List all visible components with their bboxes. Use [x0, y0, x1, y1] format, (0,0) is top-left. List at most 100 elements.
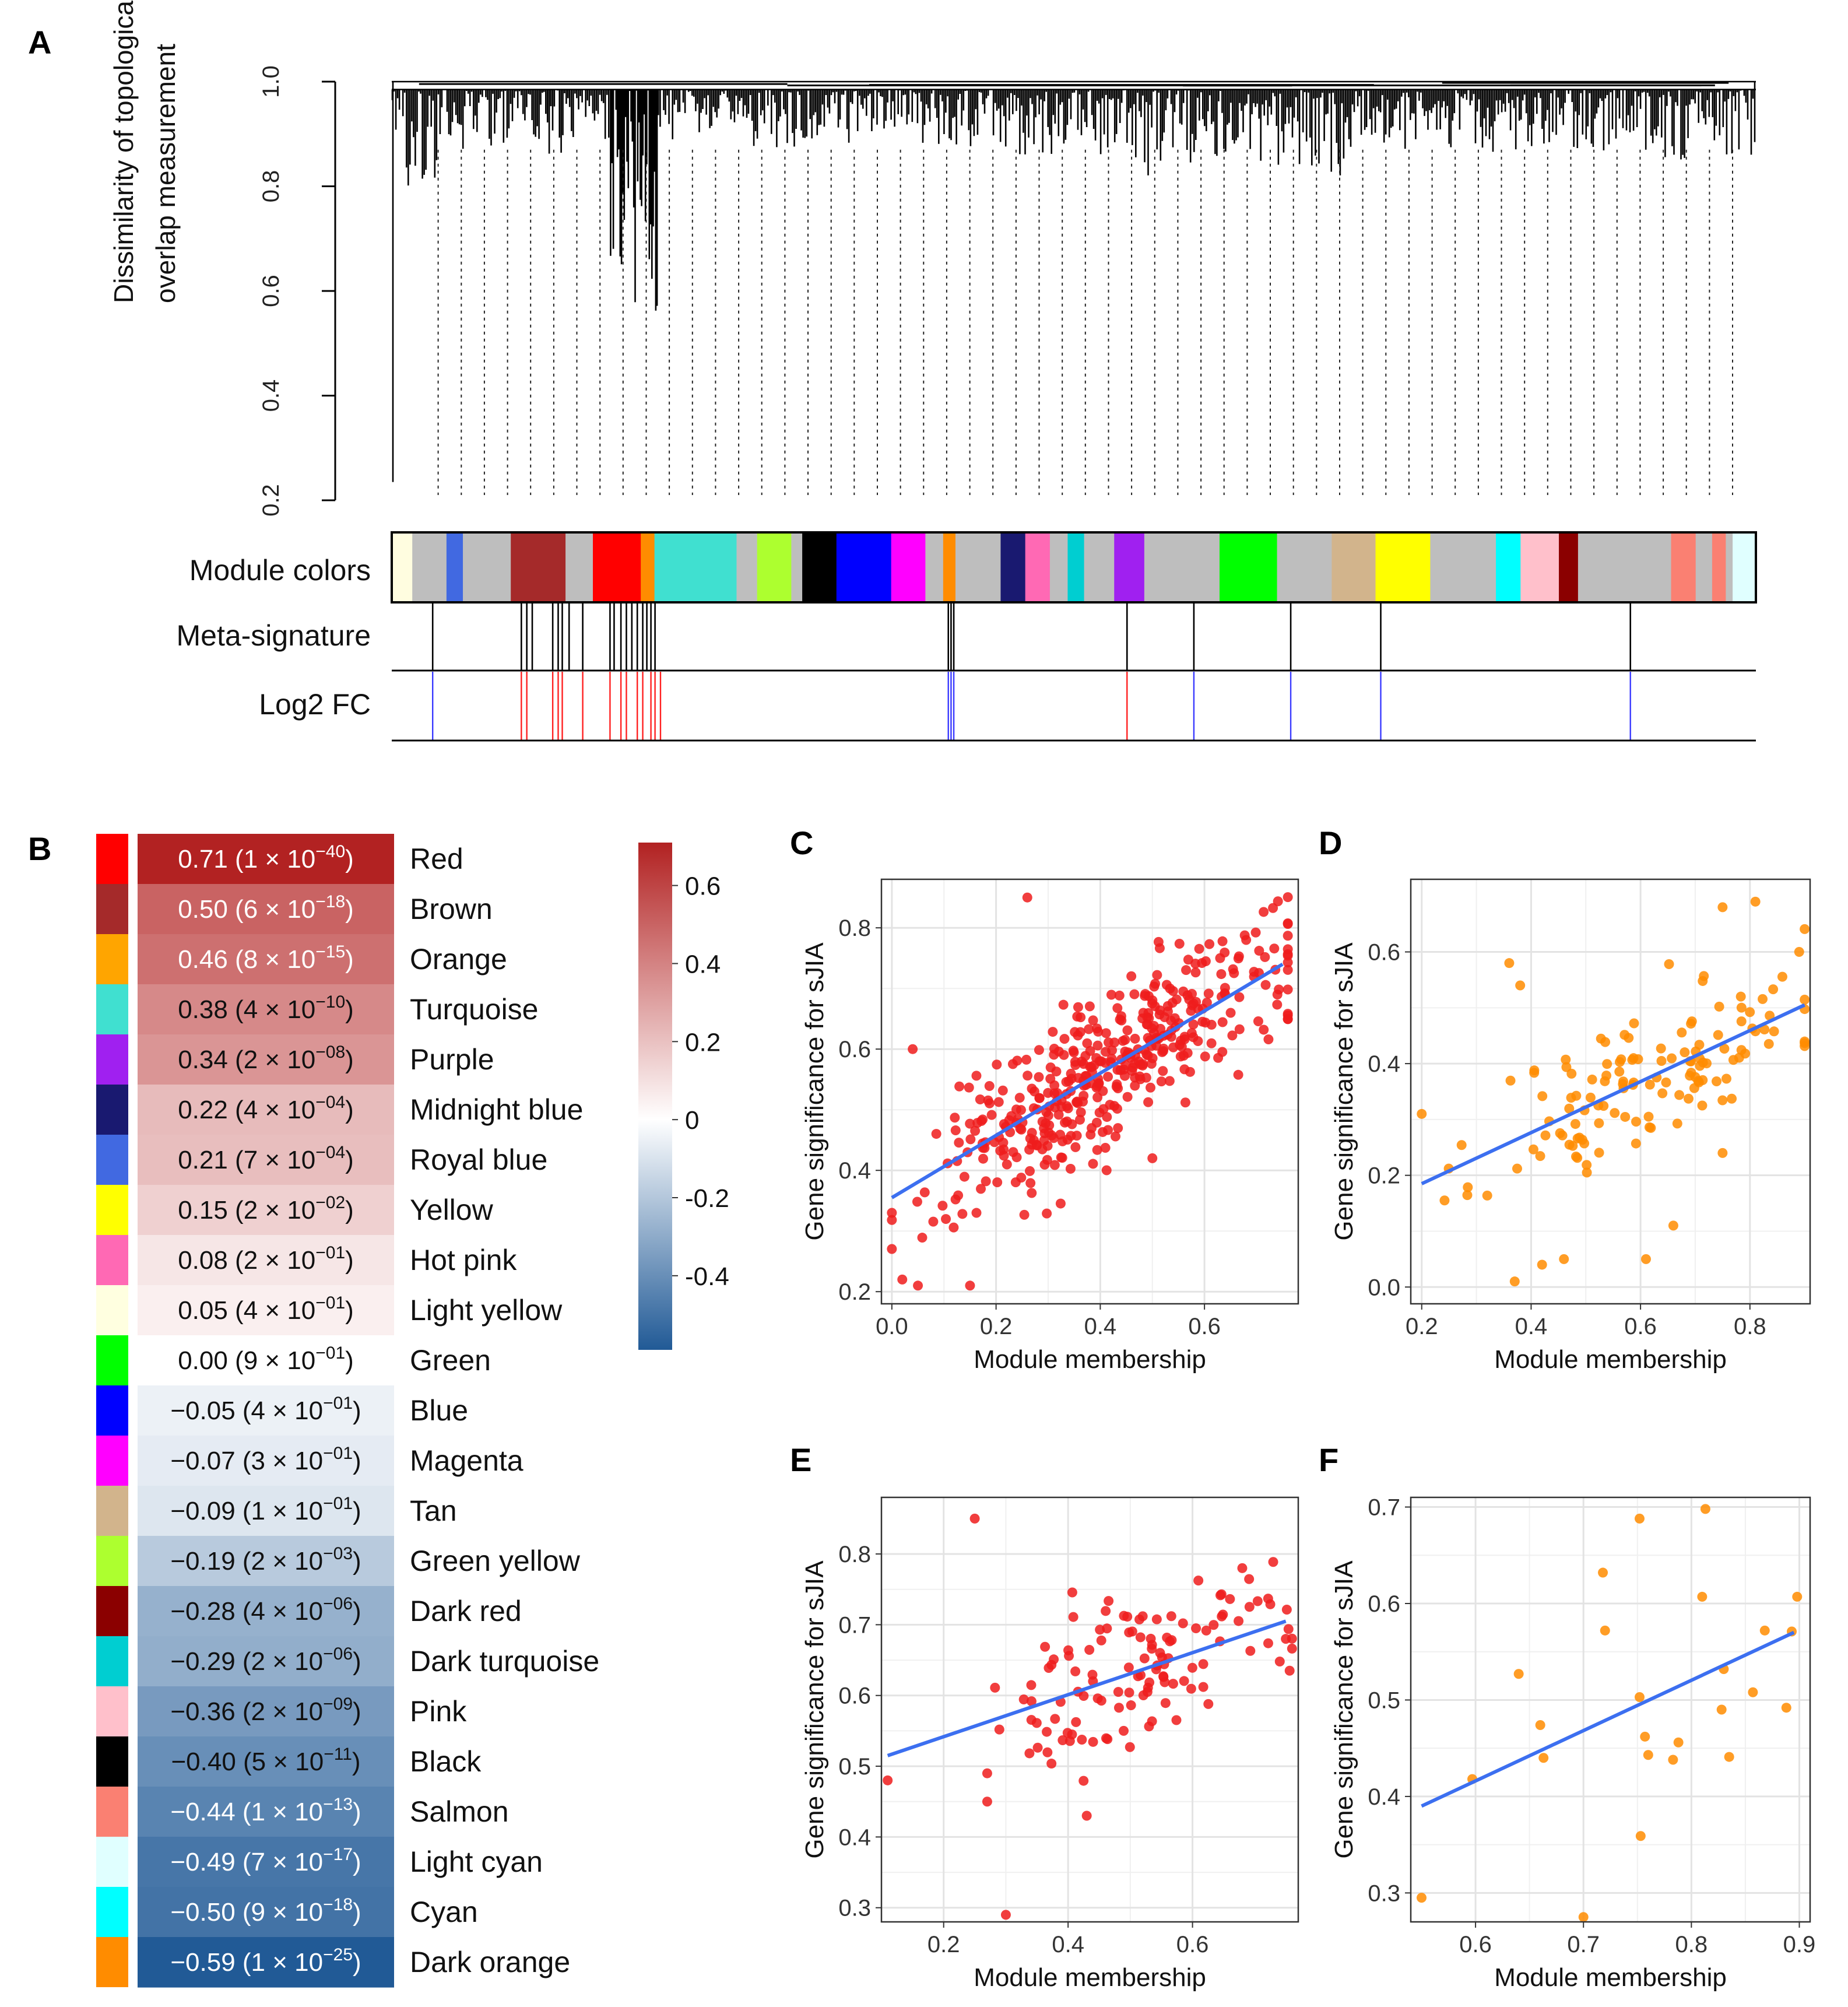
scatter-point	[1144, 1013, 1154, 1023]
scatter-point	[1677, 1027, 1687, 1038]
scatter-point	[1616, 1054, 1626, 1065]
x-axis-title: Module membership	[974, 1345, 1206, 1374]
heatmap-cell-label: 0.05 (4 × 10−01)	[178, 1293, 354, 1325]
module-trait-heatmap: 0.71 (1 × 10−40) Red 0.50 (6 × 10−18) Brown…	[96, 834, 599, 1988]
module-color-segment	[1430, 532, 1496, 602]
scatter-point	[1587, 1074, 1597, 1085]
scatter-point	[1158, 1672, 1169, 1682]
scatter-point	[1032, 1742, 1043, 1753]
scatter-point	[1254, 946, 1264, 956]
scatter-point	[965, 1280, 975, 1291]
heatmap-cell	[138, 1335, 394, 1386]
heatmap-cell-label: −0.36 (2 × 10−09)	[170, 1694, 361, 1726]
scatter-point	[1022, 892, 1032, 903]
scatter-point	[1272, 999, 1283, 1010]
heatmap-cell	[138, 1787, 394, 1837]
scatter-point	[931, 1129, 941, 1139]
scatter-point	[1101, 1606, 1111, 1616]
scatter-point	[1067, 1587, 1077, 1598]
scatter-point	[1700, 1504, 1710, 1514]
scatter-point	[1112, 1104, 1122, 1114]
scatter-point	[1244, 1574, 1255, 1584]
scatter-point	[1042, 1747, 1053, 1757]
scatter-point	[1018, 1694, 1029, 1705]
module-color-segment	[1578, 532, 1672, 602]
scatter-point	[978, 1153, 988, 1164]
scatter-point	[1237, 1563, 1248, 1573]
scatter-point	[1082, 1038, 1092, 1048]
module-color-segment	[891, 532, 926, 602]
scatter-point	[1027, 1083, 1037, 1094]
heatmap-cell-label: −0.29 (2 × 10−06)	[170, 1644, 361, 1676]
heatmap-cell	[138, 984, 394, 1035]
scatter-point	[1683, 1093, 1694, 1104]
module-name-label: Dark turquoise	[410, 1645, 599, 1678]
scatter-point	[1265, 1599, 1276, 1609]
x-tick-label: 0.6	[1624, 1314, 1657, 1339]
scatter-point	[1194, 943, 1204, 954]
y-tick-label: 0.2	[1368, 1163, 1400, 1189]
scatter-point	[1245, 1645, 1256, 1656]
scatter-point	[1125, 1742, 1135, 1752]
heatmap-cell-label: −0.28 (4 × 10−06)	[170, 1594, 361, 1626]
scatter-point	[1571, 1090, 1582, 1101]
scatter-point	[1727, 1093, 1737, 1104]
scatter-point	[1620, 1111, 1631, 1122]
module-swatch	[96, 834, 128, 884]
track-label-meta-signature: Meta-signature	[177, 619, 371, 652]
module-name-label: Turquoise	[410, 993, 538, 1026]
scatter-point	[1129, 989, 1140, 999]
scatter-point	[1141, 1072, 1151, 1083]
scatter-point	[1572, 1134, 1583, 1144]
x-tick-label: 0.9	[1783, 1932, 1816, 1957]
scatter-point	[1024, 1748, 1035, 1759]
scatter-point	[1027, 1188, 1037, 1198]
scatter-point	[1180, 1097, 1190, 1108]
scatter-point	[1071, 1097, 1082, 1107]
scatter-point	[1042, 1208, 1052, 1219]
scatter-point	[1594, 1118, 1604, 1128]
scatter-point	[1127, 1626, 1137, 1637]
scatter-point	[1160, 1012, 1170, 1023]
scatter-point	[1024, 1166, 1035, 1176]
regression-line	[1421, 1003, 1805, 1185]
scatter-point	[1040, 1641, 1051, 1652]
scatter-point	[1635, 1831, 1646, 1841]
scatter-panel-f: 0.6 0.7 0.8 0.9 0.3 0.4 0.5 0.6 0.7 Module member…	[1330, 1495, 1815, 1992]
scatter-point	[1745, 1007, 1755, 1017]
scatter-point	[1566, 1068, 1577, 1079]
module-name-label: Royal blue	[410, 1143, 547, 1176]
y-tick-label: 0.6	[838, 1683, 871, 1709]
scatter-point	[1167, 1635, 1177, 1645]
scatter-point	[1463, 1182, 1473, 1192]
scatter-point	[970, 1125, 981, 1136]
scatter-point	[1610, 1108, 1620, 1118]
scatter-point	[1283, 1624, 1294, 1634]
heatmap-cell	[138, 1636, 394, 1687]
track-label-log2fc: Log2 FC	[259, 688, 371, 721]
scatter-point	[1151, 1614, 1162, 1624]
scatter-point	[1096, 1635, 1106, 1645]
scatter-point	[1695, 1061, 1705, 1071]
scatter-point	[1656, 1043, 1666, 1054]
scatter-point	[913, 1280, 923, 1291]
module-name-label: Pink	[410, 1695, 467, 1728]
x-tick-label: 0.2	[1406, 1314, 1438, 1339]
scatter-point	[1064, 1736, 1075, 1746]
module-color-segment	[1712, 532, 1726, 602]
scatter-point	[1614, 1066, 1625, 1077]
scatter-point	[1102, 1623, 1112, 1634]
plot-border	[880, 1496, 1299, 1923]
scatter-point	[1105, 1100, 1115, 1110]
heatmap-cell	[138, 1686, 394, 1737]
scatter-point	[1147, 1716, 1157, 1727]
scatter-point	[981, 1176, 991, 1187]
scatter-point	[1119, 1610, 1129, 1621]
scatter-point	[986, 1110, 997, 1120]
scatter-point	[1198, 1659, 1208, 1669]
scatter-point	[1215, 1590, 1225, 1601]
scatter-point	[1183, 955, 1193, 965]
scatter-point	[1268, 1557, 1278, 1567]
module-color-segment	[1520, 532, 1559, 602]
y-tick-label: 0.6	[1368, 940, 1400, 966]
